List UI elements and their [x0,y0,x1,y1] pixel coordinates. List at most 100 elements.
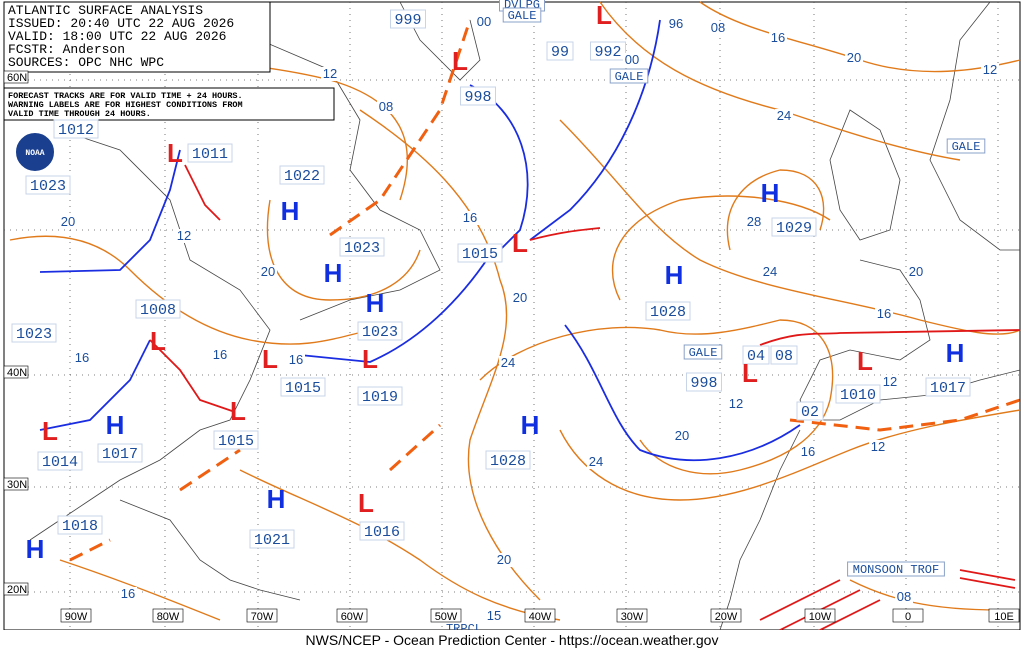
pressure-label: 1019 [362,389,398,406]
longitude-label: 50W [435,611,458,623]
isobar [266,199,421,301]
pressure-box [279,165,325,185]
pressure-box [339,237,385,257]
pressure-label: 1015 [285,380,321,397]
isobar-label-bg [799,445,817,459]
isobar-label: 08 [711,20,725,35]
isobar-label-bg [845,51,863,65]
isobar-label-bg [475,15,493,29]
isobar-label: 20 [909,264,923,279]
isobar [9,235,371,345]
pressure-box [835,384,881,404]
isobar-label: 16 [289,352,303,367]
pressure-box [390,9,426,29]
header-line: ATLANTIC SURFACE ANALYSIS [8,3,203,18]
isobar-label-bg [981,63,999,77]
pressure-box [357,386,403,406]
pressure-label: 1023 [30,178,66,195]
pressure-label: 1021 [254,532,290,549]
isobar-label: 24 [777,108,791,123]
isobar-label: 08 [897,589,911,604]
warm-front [529,227,601,241]
pressure-label: 1016 [364,524,400,541]
lat-label-bg [3,477,29,491]
longitude-label: 60W [341,611,364,623]
pressure-label: 1023 [344,240,380,257]
longitude-label: 10W [809,611,832,623]
pressure-box [249,529,295,549]
isobar-label-bg [485,609,503,623]
pressure-box [645,301,691,321]
pressure-label: 998 [690,375,717,392]
pressure-label: 1010 [840,387,876,404]
isobar-label-bg [259,265,277,279]
isobar-label-bg [907,265,925,279]
isobar-label-bg [745,215,763,229]
isobar-label: 16 [801,444,815,459]
high-center: H [26,534,45,564]
trough [179,448,241,492]
warm-front [759,329,1021,346]
coastline [929,1,1020,251]
pressure-label: 1029 [776,220,812,237]
isobar-label: 15 [487,608,501,623]
low-center: L [742,358,758,388]
high-center: H [761,178,780,208]
lon-label-bg [710,608,742,623]
footer-bar [0,630,1024,652]
isobar-label: 12 [729,396,743,411]
isobar-label: 16 [213,347,227,362]
low-center: L [452,46,468,76]
warning-label: GALE [508,9,537,23]
isobar-label-bg [673,429,691,443]
isobar-label: 08 [379,99,393,114]
longitude-label: 40W [529,611,552,623]
longitude-label: 10E [994,611,1014,623]
lon-label-bg [804,608,836,623]
isobar-label: 00 [477,14,491,29]
lon-label-bg [336,608,368,623]
warm-front [184,164,221,221]
isobar-label: 20 [513,290,527,305]
isobar-label: 24 [501,355,515,370]
isobar-label-bg [587,455,605,469]
isobar-label: 00 [625,52,639,67]
header-line: VALID: 18:00 UTC 22 AUG 2026 [8,29,226,44]
cold-front [564,324,801,462]
warning-box [683,344,723,360]
isobar-label-bg [881,375,899,389]
pressure-box [97,443,143,463]
low-center: L [512,228,528,258]
coastline [829,109,901,241]
isobar-label-bg [895,590,913,604]
isobar-label: 12 [983,62,997,77]
low-center: L [167,138,183,168]
pressure-label: 1008 [140,302,176,319]
isobar-label-bg [769,31,787,45]
isobar-label-bg [623,53,641,67]
low-center: L [362,344,378,374]
longitude-label: 0 [905,611,911,623]
latitude-label: 30N [7,479,27,491]
isobar-label: 16 [771,30,785,45]
high-center: H [366,288,385,318]
pressure-label: 1023 [362,324,398,341]
latitude-label: 20N [7,584,27,596]
low-center: L [230,396,246,426]
low-center: L [857,346,873,376]
latitude-label: 60N [7,72,27,84]
pressure-box [25,175,71,195]
low-center: L [596,0,612,30]
pressure-label: 1022 [284,168,320,185]
monsoon-trough [959,569,1016,589]
latitude-label: 40N [7,367,27,379]
warning-label: GALE [689,346,718,360]
longitude-label: 90W [65,611,88,623]
header-line: ISSUED: 20:40 UTC 22 AUG 2026 [8,16,234,31]
lat-label-bg [3,70,29,84]
pressure-label: 1023 [16,326,52,343]
isobar-label-bg [175,229,193,243]
low-center: L [42,416,58,446]
logo [14,131,56,173]
